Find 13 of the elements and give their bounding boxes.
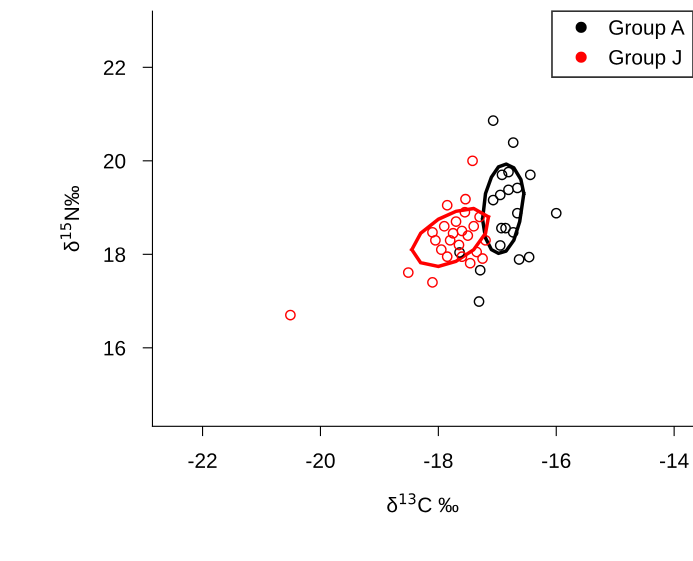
y-tick-label: 16 [104, 340, 126, 356]
legend-label: Group J [609, 50, 681, 69]
x-tick-label: -20 [306, 453, 335, 468]
x-tick-label: -14 [660, 454, 689, 468]
y-tick-label: 22 [104, 60, 126, 75]
y-tick-label: 18 [104, 247, 126, 262]
legend-label: Group A [609, 20, 685, 39]
x-tick-label: -22 [188, 453, 217, 468]
y-axis-title: δ$^{15}$N‰ [60, 186, 80, 252]
x-tick-label: -16 [542, 453, 570, 468]
x-tick-label: -18 [424, 453, 452, 468]
x-axis-title: δ$^{13}$C ‰ [387, 493, 458, 512]
y-tick-label: 20 [104, 154, 126, 169]
